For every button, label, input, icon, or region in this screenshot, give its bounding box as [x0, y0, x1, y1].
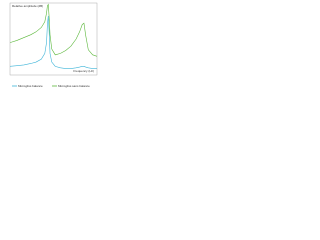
x-axis-label: Frequency (Hz) — [73, 69, 94, 73]
legend-label: Microgliss sans balance — [58, 84, 90, 88]
series-line — [9, 15, 97, 69]
chart: Relative amplitude (dB) Frequency (Hz) M… — [9, 2, 98, 88]
series-line — [9, 3, 98, 57]
plot-frame — [9, 2, 98, 76]
y-axis-label: Relative amplitude (dB) — [12, 4, 43, 8]
legend-label: Microgliss balance — [18, 84, 43, 88]
